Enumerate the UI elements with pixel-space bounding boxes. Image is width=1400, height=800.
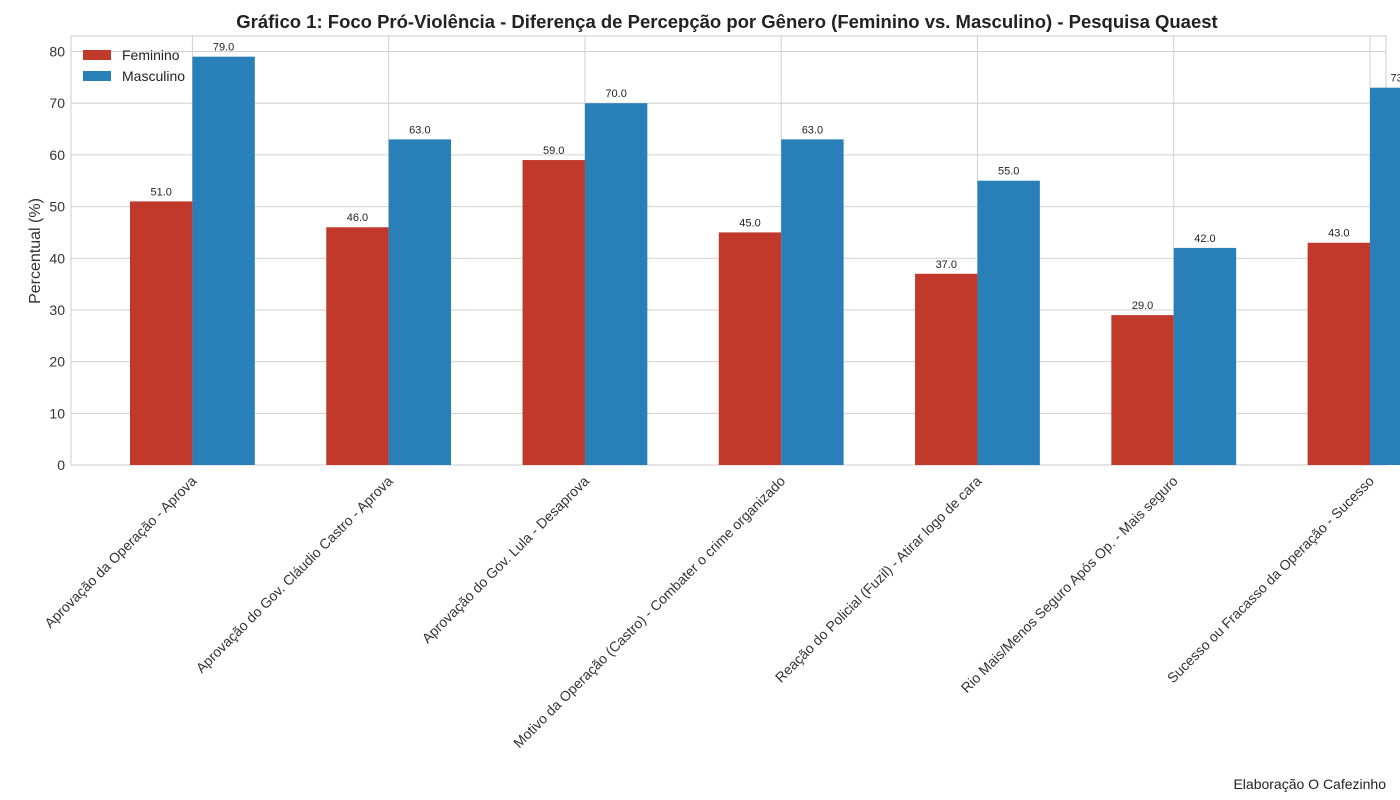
x-tick-label: Rio Mais/Menos Seguro Após Op. - Mais se… — [958, 473, 1181, 696]
data-labels: 51.0 79.0 46.0 63.0 59.0 70.0 45.0 63.0 37.0 55.0… — [150, 42, 1400, 312]
y-tick-label: 80 — [49, 44, 65, 60]
data-label-feminino-2: 46.0 — [347, 212, 368, 224]
data-label-masculino-5: 55.0 — [998, 166, 1019, 178]
y-tick-label: 60 — [49, 147, 65, 163]
bar-feminino-2 — [326, 227, 389, 465]
bar-masculino-4 — [781, 139, 844, 466]
data-label-feminino-5: 37.0 — [936, 259, 957, 271]
data-label-masculino-7: 73.0 — [1391, 73, 1400, 85]
x-axis-ticks: Aprovação da Operação - AprovaAprovação … — [41, 473, 1377, 751]
bar-masculino-3 — [584, 103, 648, 465]
bar-feminino-5 — [915, 273, 978, 465]
y-tick-label: 40 — [49, 250, 65, 266]
data-label-feminino-7: 43.0 — [1328, 228, 1349, 240]
y-axis-ticks: 0 10 20 30 40 50 60 70 80 — [49, 44, 65, 473]
y-axis-label: Percentual (%) — [27, 198, 44, 304]
x-tick-label: Reação do Policial (Fuzil) - Atirar logo… — [772, 473, 985, 686]
bar-feminino-1 — [130, 201, 193, 465]
chart-title: Gráfico 1: Foco Pró-Violência - Diferenç… — [236, 11, 1217, 32]
credit-text: Elaboração O Cafezinho — [1233, 776, 1386, 792]
data-label-masculino-1: 79.0 — [213, 42, 234, 54]
bar-masculino-2 — [388, 139, 452, 466]
y-tick-label: 20 — [49, 354, 65, 370]
legend-label-feminino: Feminino — [122, 47, 180, 63]
data-label-masculino-2: 63.0 — [409, 124, 430, 136]
legend-swatch-feminino — [83, 50, 111, 60]
x-tick-label: Sucesso ou Fracasso da Operação - Sucess… — [1164, 473, 1377, 686]
bar-masculino-5 — [977, 180, 1040, 465]
data-label-feminino-4: 45.0 — [739, 217, 760, 229]
bar-masculino-6 — [1173, 247, 1237, 465]
bar-feminino-4 — [718, 232, 782, 465]
x-tick-label: Aprovação do Gov. Lula - Desaprova — [419, 473, 593, 647]
y-tick-label: 10 — [49, 405, 65, 421]
bars — [130, 56, 1400, 466]
y-tick-label: 0 — [57, 457, 65, 473]
data-label-feminino-3: 59.0 — [543, 145, 564, 157]
data-label-masculino-3: 70.0 — [605, 88, 626, 100]
y-tick-label: 70 — [49, 95, 65, 111]
data-label-masculino-6: 42.0 — [1194, 233, 1215, 245]
legend-swatch-masculino — [83, 71, 111, 81]
data-label-feminino-1: 51.0 — [150, 186, 171, 198]
legend-label-masculino: Masculino — [122, 68, 185, 84]
x-tick-label: Aprovação do Gov. Cláudio Castro - Aprov… — [193, 473, 396, 676]
bar-feminino-7 — [1307, 242, 1371, 465]
bar-masculino-1 — [192, 56, 255, 466]
bar-feminino-3 — [522, 160, 585, 465]
y-tick-label: 50 — [49, 199, 65, 215]
legend: Feminino Masculino — [83, 47, 185, 84]
bar-feminino-6 — [1111, 315, 1174, 465]
x-tick-label: Aprovação da Operação - Aprova — [41, 473, 199, 631]
data-label-feminino-6: 29.0 — [1132, 300, 1153, 312]
y-tick-label: 30 — [49, 302, 65, 318]
bar-masculino-7 — [1370, 87, 1400, 466]
data-label-masculino-4: 63.0 — [802, 124, 823, 136]
